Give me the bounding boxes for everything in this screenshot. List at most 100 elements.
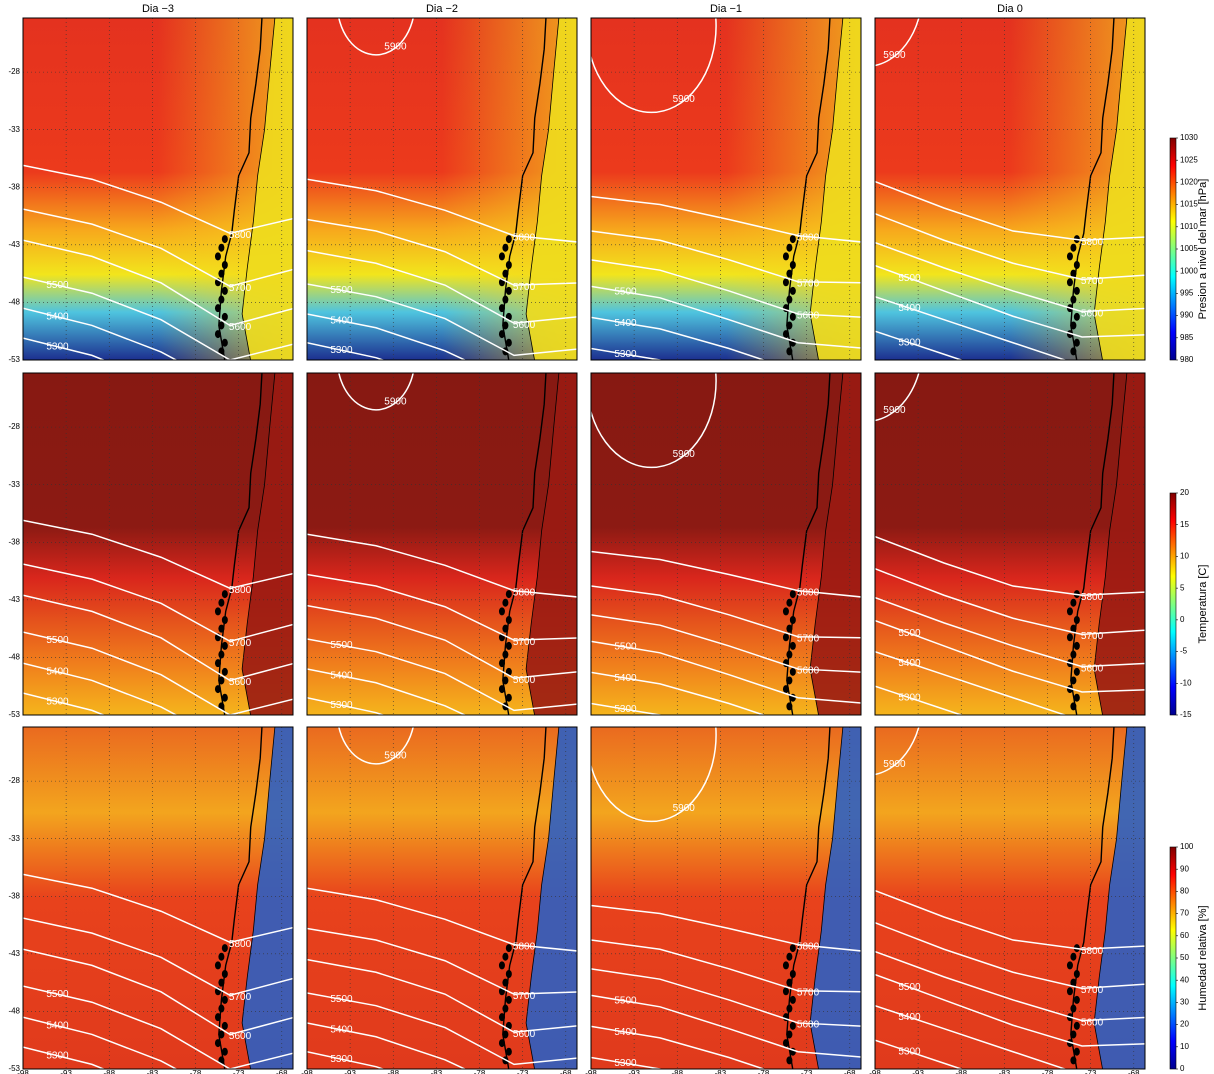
island (789, 590, 796, 599)
island (214, 607, 221, 616)
island (1070, 295, 1077, 304)
island (1073, 616, 1080, 624)
island (214, 304, 221, 313)
colorbar-tick-label: 1020 (1180, 178, 1198, 187)
island (505, 944, 512, 953)
column-title: Dia 0 (997, 3, 1023, 15)
island (1073, 1021, 1080, 1030)
contour-label: 5300 (898, 692, 921, 703)
border (1093, 18, 1128, 360)
island (786, 650, 793, 659)
contour-label: 5800 (513, 587, 536, 598)
contour-label: 5900 (883, 50, 906, 61)
lon-tick-label: -98 (869, 1069, 881, 1074)
land (810, 373, 861, 715)
contour-line (23, 208, 293, 288)
land (526, 373, 577, 715)
closed-contour (591, 18, 717, 114)
lat-tick-label: -28 (8, 67, 20, 76)
island (1070, 243, 1077, 252)
contour-line (307, 696, 386, 715)
contour-line (307, 178, 577, 243)
island (1070, 269, 1077, 278)
colorbar-tick-label: 10 (1180, 1042, 1189, 1051)
contour-label: 5800 (797, 587, 820, 598)
colorbar-tick-label: 20 (1180, 1020, 1189, 1029)
contour-line (23, 1016, 178, 1069)
contour-label: 5600 (513, 675, 536, 686)
contour-label: 5900 (883, 405, 906, 416)
island (786, 702, 793, 711)
map-panel: 5800 5700 5600 5500 5400 5300 (23, 373, 293, 715)
border (809, 18, 844, 360)
island (498, 607, 505, 616)
island (1070, 650, 1077, 659)
contour-label: 5400 (330, 315, 353, 326)
lon-tick-label: -83 (715, 1069, 727, 1074)
contour-line (591, 347, 663, 360)
lon-tick-label: -73 (801, 1069, 813, 1074)
contour-label: 5800 (229, 939, 252, 950)
lat-tick-label: -43 (8, 595, 20, 604)
colorbar-tick-label: 995 (1180, 289, 1194, 298)
colorbar-tick-label: 985 (1180, 333, 1194, 342)
island (218, 624, 225, 633)
closed-contour (591, 373, 717, 469)
land (242, 18, 293, 360)
colorbar-tick-label: 10 (1180, 552, 1189, 561)
island (782, 330, 789, 339)
contour-label: 5400 (898, 658, 921, 669)
contour-label: 5400 (46, 1020, 69, 1031)
island (221, 944, 228, 953)
lat-tick-label: -48 (8, 653, 20, 662)
island (786, 295, 793, 304)
panel-frame (874, 372, 1146, 716)
contour-line (875, 330, 964, 360)
colorbar-tick-label: -5 (1180, 647, 1188, 656)
island (789, 944, 796, 953)
border (1093, 373, 1128, 715)
contour-label: 5300 (46, 341, 69, 352)
colorbar-tick-label: 30 (1180, 998, 1189, 1007)
island (218, 978, 225, 987)
lon-tick-label: -98 (301, 1069, 313, 1074)
contour-label: 5600 (229, 677, 252, 688)
island (502, 978, 509, 987)
map-panel: 5800 5700 5600 5500 5400 5300 (23, 727, 293, 1069)
contour-line (591, 904, 861, 952)
island (786, 624, 793, 633)
contour-line (591, 585, 861, 639)
lat-tick-label: -53 (8, 710, 20, 719)
contour-label: 5500 (330, 285, 353, 296)
colorbar-tick-label: 50 (1180, 953, 1189, 962)
island (498, 1013, 505, 1022)
island (214, 330, 221, 339)
island (221, 970, 228, 978)
lon-tick-label: -73 (1085, 1069, 1097, 1074)
contour-label: 5600 (229, 322, 252, 333)
colorbar (1169, 137, 1177, 361)
border (241, 727, 276, 1069)
island (214, 1039, 221, 1048)
island (786, 676, 793, 685)
island (789, 286, 796, 295)
contour-label: 5700 (513, 991, 536, 1002)
contour-line (23, 563, 293, 643)
contour-label: 5900 (673, 449, 696, 460)
colorbar-tick-label: 80 (1180, 887, 1189, 896)
lat-tick-label: -28 (8, 422, 20, 431)
contour-label: 5500 (46, 280, 69, 291)
contour-label: 5600 (797, 666, 820, 677)
island (498, 659, 505, 668)
island (1073, 1047, 1080, 1056)
contour-line (307, 992, 577, 1066)
lat-tick-label: -48 (8, 1007, 20, 1016)
island (221, 667, 228, 676)
island (1066, 278, 1073, 287)
contour-label: 5400 (330, 1024, 353, 1035)
contour-label: 5300 (330, 700, 353, 711)
lon-tick-label: -78 (758, 1069, 770, 1074)
lon-tick-label: -68 (1128, 1069, 1140, 1074)
island (218, 269, 225, 278)
map-panel: 5800 5700 5600 5500 5400 5300 5900 (875, 373, 1145, 715)
